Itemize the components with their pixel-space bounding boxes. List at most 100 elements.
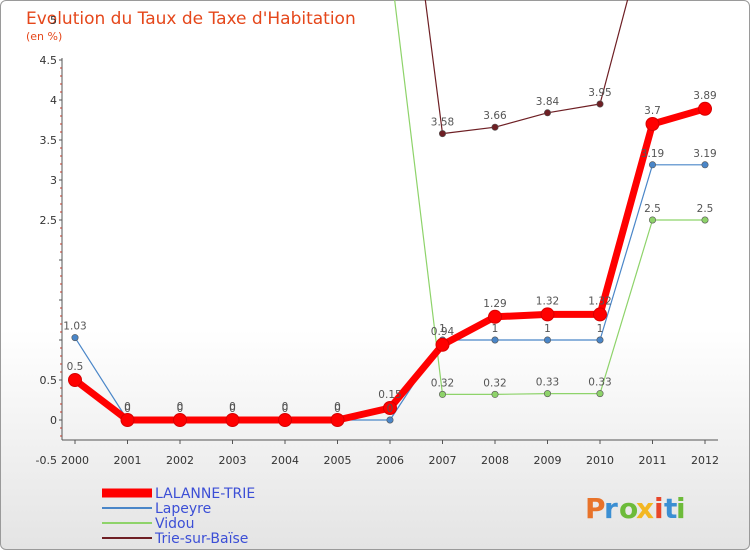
y-tick-label: 5 — [50, 14, 57, 27]
data-point-trie-sur-ba-se — [596, 100, 604, 108]
data-point-lalanne-trie — [330, 413, 345, 427]
x-tick-label: 2000 — [61, 454, 89, 467]
data-label-lapeyre: 0 — [282, 403, 289, 415]
y-tick-label: 2.5 — [40, 214, 58, 227]
data-label-lapeyre: 3.19 — [641, 148, 664, 160]
y-tick-label: 0 — [50, 414, 57, 427]
proxiti-logo: Pr ox i ti — [585, 492, 686, 525]
data-point-lalanne-trie — [540, 307, 555, 322]
x-tick-label: 2012 — [691, 454, 719, 467]
data-point-vidou — [543, 390, 551, 398]
data-label-vidou: 0.33 — [588, 377, 611, 389]
logo-letter: P — [585, 492, 606, 525]
data-point-vidou — [701, 216, 709, 224]
chart-title: Evolution du Taux de Taxe d'Habitation — [26, 9, 356, 29]
data-label-lalanne-trie: 3.89 — [693, 90, 716, 102]
data-label-lapeyre: 3.19 — [693, 148, 716, 160]
series-lapeyre — [71, 161, 709, 424]
data-point-trie-sur-ba-se — [543, 109, 551, 117]
x-tick-label: 2011 — [639, 454, 667, 467]
data-label-lapeyre: 1 — [597, 323, 604, 335]
data-point-trie-sur-ba-se — [491, 123, 499, 131]
data-label-lapeyre: 0 — [229, 403, 236, 415]
data-label-lalanne-trie: 0 — [334, 401, 341, 413]
data-label-lalanne-trie: 0.94 — [431, 326, 455, 338]
y-tick-label: 3.5 — [40, 134, 58, 147]
data-label-lapeyre: 0 — [177, 403, 184, 415]
data-label-vidou: 0.32 — [431, 377, 454, 389]
data-label-lapeyre: 1 — [544, 323, 551, 335]
data-label-lapeyre: 0 — [387, 403, 394, 415]
logo-letter: x — [636, 492, 654, 525]
data-label-trie-sur-ba-se: 3.95 — [588, 87, 611, 99]
logo-letter: r — [604, 492, 618, 525]
data-label-lalanne-trie: 0 — [229, 401, 236, 413]
data-point-lalanne-trie — [435, 337, 450, 352]
data-point-vidou — [438, 390, 446, 398]
data-point-lapeyre — [386, 416, 394, 424]
data-label-lalanne-trie: 0 — [177, 401, 184, 413]
data-label-lalanne-trie: 1.29 — [483, 298, 506, 310]
data-label-lapeyre: 1 — [492, 323, 499, 335]
data-label-lalanne-trie: 0 — [124, 401, 131, 413]
x-tick-label: 2007 — [429, 454, 457, 467]
data-labels: 6.897.37.737.968.438.688.683.583.663.843… — [63, 87, 716, 415]
data-point-lalanne-trie — [68, 373, 82, 387]
data-label-vidou: 2.5 — [644, 203, 661, 215]
data-label-lalanne-trie: 0.15 — [378, 389, 401, 401]
y-tick-label: 4 — [50, 94, 57, 107]
data-point-lalanne-trie — [698, 101, 712, 116]
series-trie-sur-ba-se — [424, 0, 629, 138]
data-label-lalanne-trie: 0 — [282, 401, 289, 413]
data-point-lalanne-trie — [278, 413, 292, 427]
data-label-vidou: 0.32 — [483, 377, 506, 389]
data-point-lapeyre — [596, 336, 604, 344]
series-vidou — [394, 0, 709, 398]
series-lalanne-trie — [68, 101, 712, 427]
x-tick-label: 2008 — [481, 454, 509, 467]
data-label-trie-sur-ba-se: 3.84 — [536, 96, 560, 108]
data-label-trie-sur-ba-se: 3.58 — [431, 117, 454, 129]
y-tick-label: -0.5 — [36, 454, 57, 467]
data-label-vidou: 2.5 — [697, 203, 714, 215]
x-tick-label: 2004 — [271, 454, 299, 467]
chart-subtitle: (en %) — [26, 30, 62, 43]
data-label-lapeyre: 1.03 — [63, 321, 86, 333]
y-tick-label: 0.5 — [40, 374, 58, 387]
logo-letter: i — [654, 492, 664, 525]
axes: -0.500.52.533.544.555.566.577.588.592000… — [36, 14, 719, 467]
data-point-lapeyre — [71, 334, 79, 342]
data-label-vidou: 0.33 — [536, 377, 559, 389]
x-tick-label: 2003 — [219, 454, 247, 467]
data-label-lapeyre: 0 — [334, 403, 341, 415]
legend-label-lalanne-trie: LALANNE-TRIE — [155, 486, 255, 502]
x-tick-label: 2001 — [114, 454, 142, 467]
x-tick-label: 2009 — [534, 454, 562, 467]
data-point-lapeyre — [701, 161, 709, 169]
data-label-lalanne-trie: 3.7 — [644, 105, 661, 117]
data-point-vidou — [596, 390, 604, 398]
data-label-lapeyre: 0 — [124, 403, 131, 415]
data-label-trie-sur-ba-se: 3.66 — [483, 110, 507, 122]
data-point-lapeyre — [648, 161, 656, 169]
data-point-lalanne-trie — [383, 401, 397, 415]
data-point-lalanne-trie — [120, 413, 135, 427]
data-point-lalanne-trie — [488, 309, 502, 324]
data-label-lalanne-trie: 1.32 — [588, 295, 611, 307]
series-line-vidou — [394, 0, 705, 395]
data-point-lalanne-trie — [225, 413, 240, 427]
legend-label-lapeyre: Lapeyre — [155, 501, 211, 517]
data-label-lalanne-trie: 1.32 — [536, 295, 559, 307]
y-tick-label: 3 — [50, 174, 57, 187]
y-tick-label: 4.5 — [40, 54, 58, 67]
legend-label-trie-sur-ba-se: Trie-sur-Baïse — [154, 531, 248, 547]
data-label-lapeyre: 1 — [439, 323, 446, 335]
data-point-lalanne-trie — [645, 117, 660, 131]
data-point-lapeyre — [491, 336, 499, 344]
x-tick-label: 2002 — [166, 454, 194, 467]
data-label-lalanne-trie: 0.5 — [67, 361, 84, 373]
legend-label-vidou: Vidou — [155, 516, 194, 532]
